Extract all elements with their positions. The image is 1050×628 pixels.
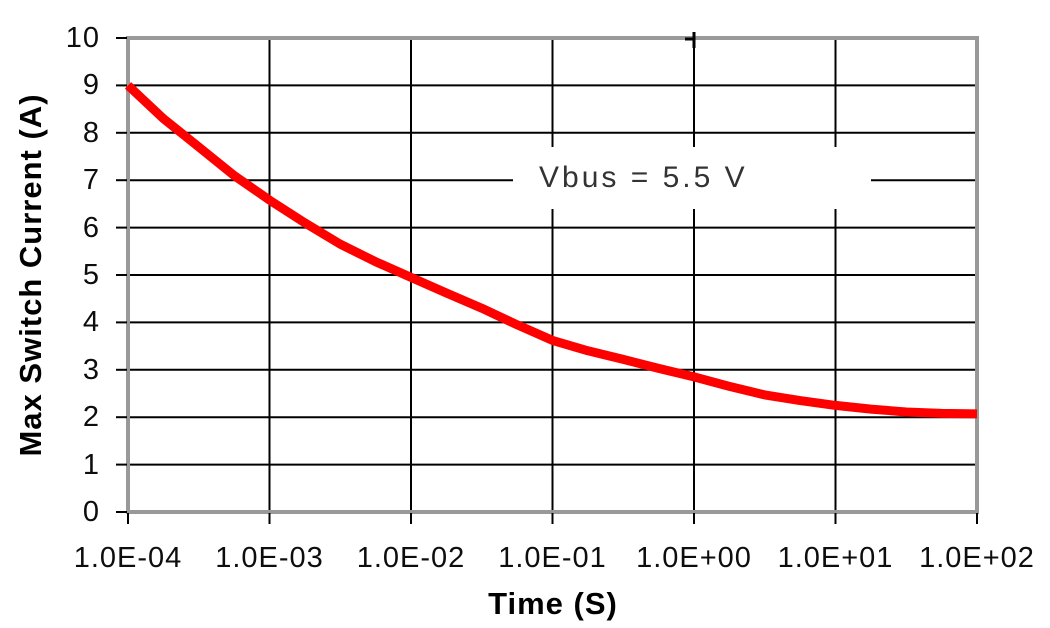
y-tick-label-4: 4 <box>82 306 100 339</box>
x-tick-label-1.0E-02: 1.0E-02 <box>356 542 466 574</box>
y-tick-label-1: 1 <box>82 448 100 481</box>
y-tick-label-3: 3 <box>82 353 100 386</box>
y-tick-label-2: 2 <box>82 401 100 434</box>
plot-border <box>126 36 979 514</box>
vbus-annotation: Vbus = 5.5 V <box>513 147 871 209</box>
x-tick-label-1.0E-01: 1.0E-01 <box>498 542 607 574</box>
x-axis-title: Time (S) <box>488 586 618 621</box>
x-tick-label-1.0E+00: 1.0E+00 <box>636 542 752 574</box>
y-tick-label-7: 7 <box>82 164 100 197</box>
series-line-max-switch-current <box>124 82 978 419</box>
y-tick-label-0: 0 <box>82 496 100 528</box>
y-tick-label-5: 5 <box>82 259 100 291</box>
y-tick-label-8: 8 <box>82 116 100 149</box>
x-tick-label-1.0E-04: 1.0E-04 <box>73 542 183 574</box>
y-tick-label-10: 10 <box>65 22 100 54</box>
y-axis-title: Max Switch Current (A) <box>13 93 48 457</box>
x-tick-label-1.0E+01: 1.0E+01 <box>777 542 894 574</box>
y-tick-label-6: 6 <box>82 211 100 244</box>
y-tick-label-9: 9 <box>82 69 100 102</box>
x-tick-label-1.0E+02: 1.0E+02 <box>919 542 1035 574</box>
x-tick-label-1.0E-03: 1.0E-03 <box>215 542 324 574</box>
vbus-annotation-text: Vbus = 5.5 V <box>539 161 748 194</box>
